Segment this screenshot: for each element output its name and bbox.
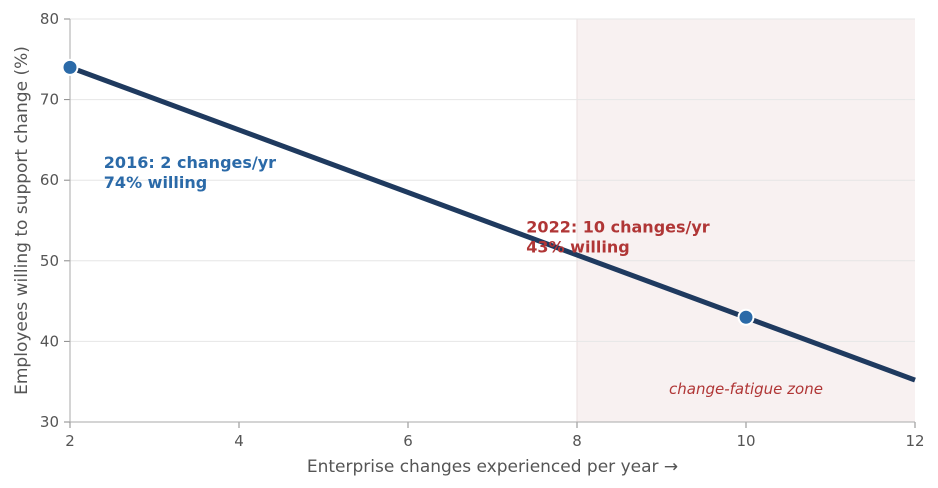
x-tick-label: 2	[65, 432, 75, 450]
trend-line	[69, 65, 916, 383]
x-tick-label: 8	[572, 432, 582, 450]
shaded-region-layer	[576, 19, 915, 422]
annotation-line: 2016: 2 changes/yr	[104, 153, 276, 172]
annotation-line: 43% willing	[526, 238, 629, 257]
axes: 30 40 50 60 70 80 2 4 6 8 10 12	[40, 10, 925, 450]
y-tick-label: 40	[40, 332, 59, 350]
annotation-label: 2022: 10 changes/yr 43% willing	[526, 218, 710, 257]
x-axis-title: Enterprise changes experienced per year …	[307, 457, 678, 477]
highlight-point	[61, 58, 79, 76]
annotations: 2016: 2 changes/yr 74% willing 2022: 10 ch…	[104, 153, 823, 398]
y-tick-label: 50	[40, 252, 59, 270]
series-layer	[61, 58, 916, 383]
x-tick-label: 10	[736, 432, 755, 450]
x-tick-label: 4	[234, 432, 244, 450]
x-tick-label: 12	[905, 432, 924, 450]
annotation-line: 74% willing	[104, 173, 207, 192]
x-tick-label: 6	[403, 432, 413, 450]
change-fatigue-zone	[577, 19, 915, 422]
annotation-line: 2022: 10 changes/yr	[526, 218, 710, 237]
y-tick-label: 70	[40, 91, 59, 109]
y-tick-label: 60	[40, 171, 59, 189]
annotation-label: 2016: 2 changes/yr 74% willing	[104, 153, 276, 192]
zone-label: change-fatigue zone	[669, 380, 823, 398]
y-axis-title: Employees willing to support change (%)	[12, 46, 32, 395]
y-tick-label: 80	[40, 10, 59, 28]
highlight-point	[737, 308, 755, 326]
y-tick-label: 30	[40, 413, 59, 431]
